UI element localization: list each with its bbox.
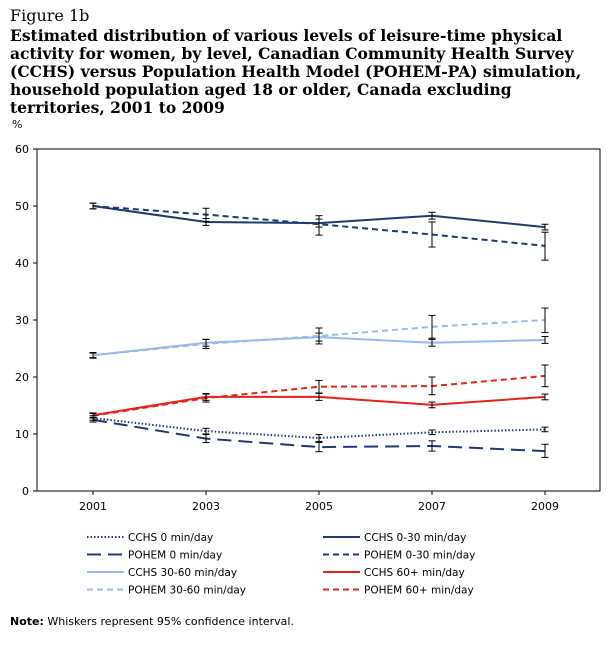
error-bar	[428, 429, 436, 436]
error-bar	[202, 338, 210, 349]
y-axis-label: %	[12, 118, 22, 131]
x-tick-label: 2009	[531, 500, 559, 513]
x-tick-label: 2005	[305, 500, 333, 513]
y-tick-label: 40	[15, 257, 29, 270]
error-bar	[202, 427, 210, 435]
error-bar	[541, 231, 549, 261]
legend-item: CCHS 60+ min/day	[323, 567, 465, 579]
legend-label: POHEM 60+ min/day	[364, 585, 474, 597]
legend-item: CCHS 30-60 min/day	[87, 567, 237, 579]
note-text: Whiskers represent 95% confidence interv…	[43, 615, 294, 628]
legend-label: POHEM 0 min/day	[128, 550, 222, 562]
series-line-2	[92, 418, 546, 453]
legend-item: CCHS 0-30 min/day	[323, 532, 466, 544]
legend-item: POHEM 30-60 min/day	[87, 585, 246, 597]
error-bar	[541, 364, 549, 388]
y-tick-label: 20	[15, 371, 29, 384]
error-bar	[315, 434, 323, 442]
legend-label: CCHS 60+ min/day	[364, 567, 465, 579]
error-bar	[89, 412, 97, 419]
line-chart: 0 10 20 30 40 50 60% 2001 2003 2005 2007 2009 CCHS 0…	[12, 118, 601, 597]
legend-item: POHEM 60+ min/day	[323, 585, 474, 597]
legend-item: POHEM 0-30 min/day	[323, 550, 475, 562]
chart-note: Note: Whiskers represent 95% confidence …	[10, 615, 294, 628]
y-tick-label: 10	[15, 428, 29, 441]
error-bar	[89, 202, 97, 210]
error-bar	[428, 376, 436, 396]
error-bar	[315, 327, 323, 345]
error-bar	[541, 393, 549, 401]
error-bar	[428, 440, 436, 452]
legend-label: CCHS 0 min/day	[128, 532, 213, 544]
x-tick-label: 2007	[418, 500, 446, 513]
series-line-6	[92, 319, 546, 357]
error-bar	[541, 223, 549, 231]
error-bar	[541, 336, 549, 344]
error-bar	[428, 314, 436, 339]
error-bar	[202, 393, 210, 403]
series-line-3	[92, 205, 546, 247]
error-bar	[541, 426, 549, 433]
error-bar	[541, 443, 549, 458]
error-bar	[428, 338, 436, 347]
error-bar	[541, 307, 549, 334]
error-bar	[428, 401, 436, 409]
note-label: Note:	[10, 615, 44, 628]
x-tick-label: 2001	[79, 500, 107, 513]
error-bar	[315, 215, 323, 236]
error-bar	[315, 393, 323, 401]
legend-label: CCHS 30-60 min/day	[128, 567, 237, 579]
figure-label: Figure 1b	[10, 6, 90, 25]
x-tick-label: 2003	[192, 500, 220, 513]
figure-title: Estimated distribution of various levels…	[10, 26, 582, 117]
error-bar	[202, 434, 210, 444]
error-bar	[428, 211, 436, 220]
legend-label: CCHS 0-30 min/day	[364, 532, 466, 544]
legend-item: CCHS 0 min/day	[87, 532, 213, 544]
legend-item: POHEM 0 min/day	[87, 550, 222, 562]
error-bar	[202, 207, 210, 222]
y-tick-label: 50	[15, 200, 29, 213]
y-tick-label: 60	[15, 143, 29, 156]
y-tick-label: 30	[15, 314, 29, 327]
legend-label: POHEM 0-30 min/day	[364, 550, 475, 562]
y-tick-label: 0	[22, 485, 29, 498]
legend-label: POHEM 30-60 min/day	[128, 585, 246, 597]
error-bar	[315, 379, 323, 394]
error-bar	[315, 442, 323, 453]
error-bar	[428, 221, 436, 248]
error-bar	[89, 352, 97, 359]
